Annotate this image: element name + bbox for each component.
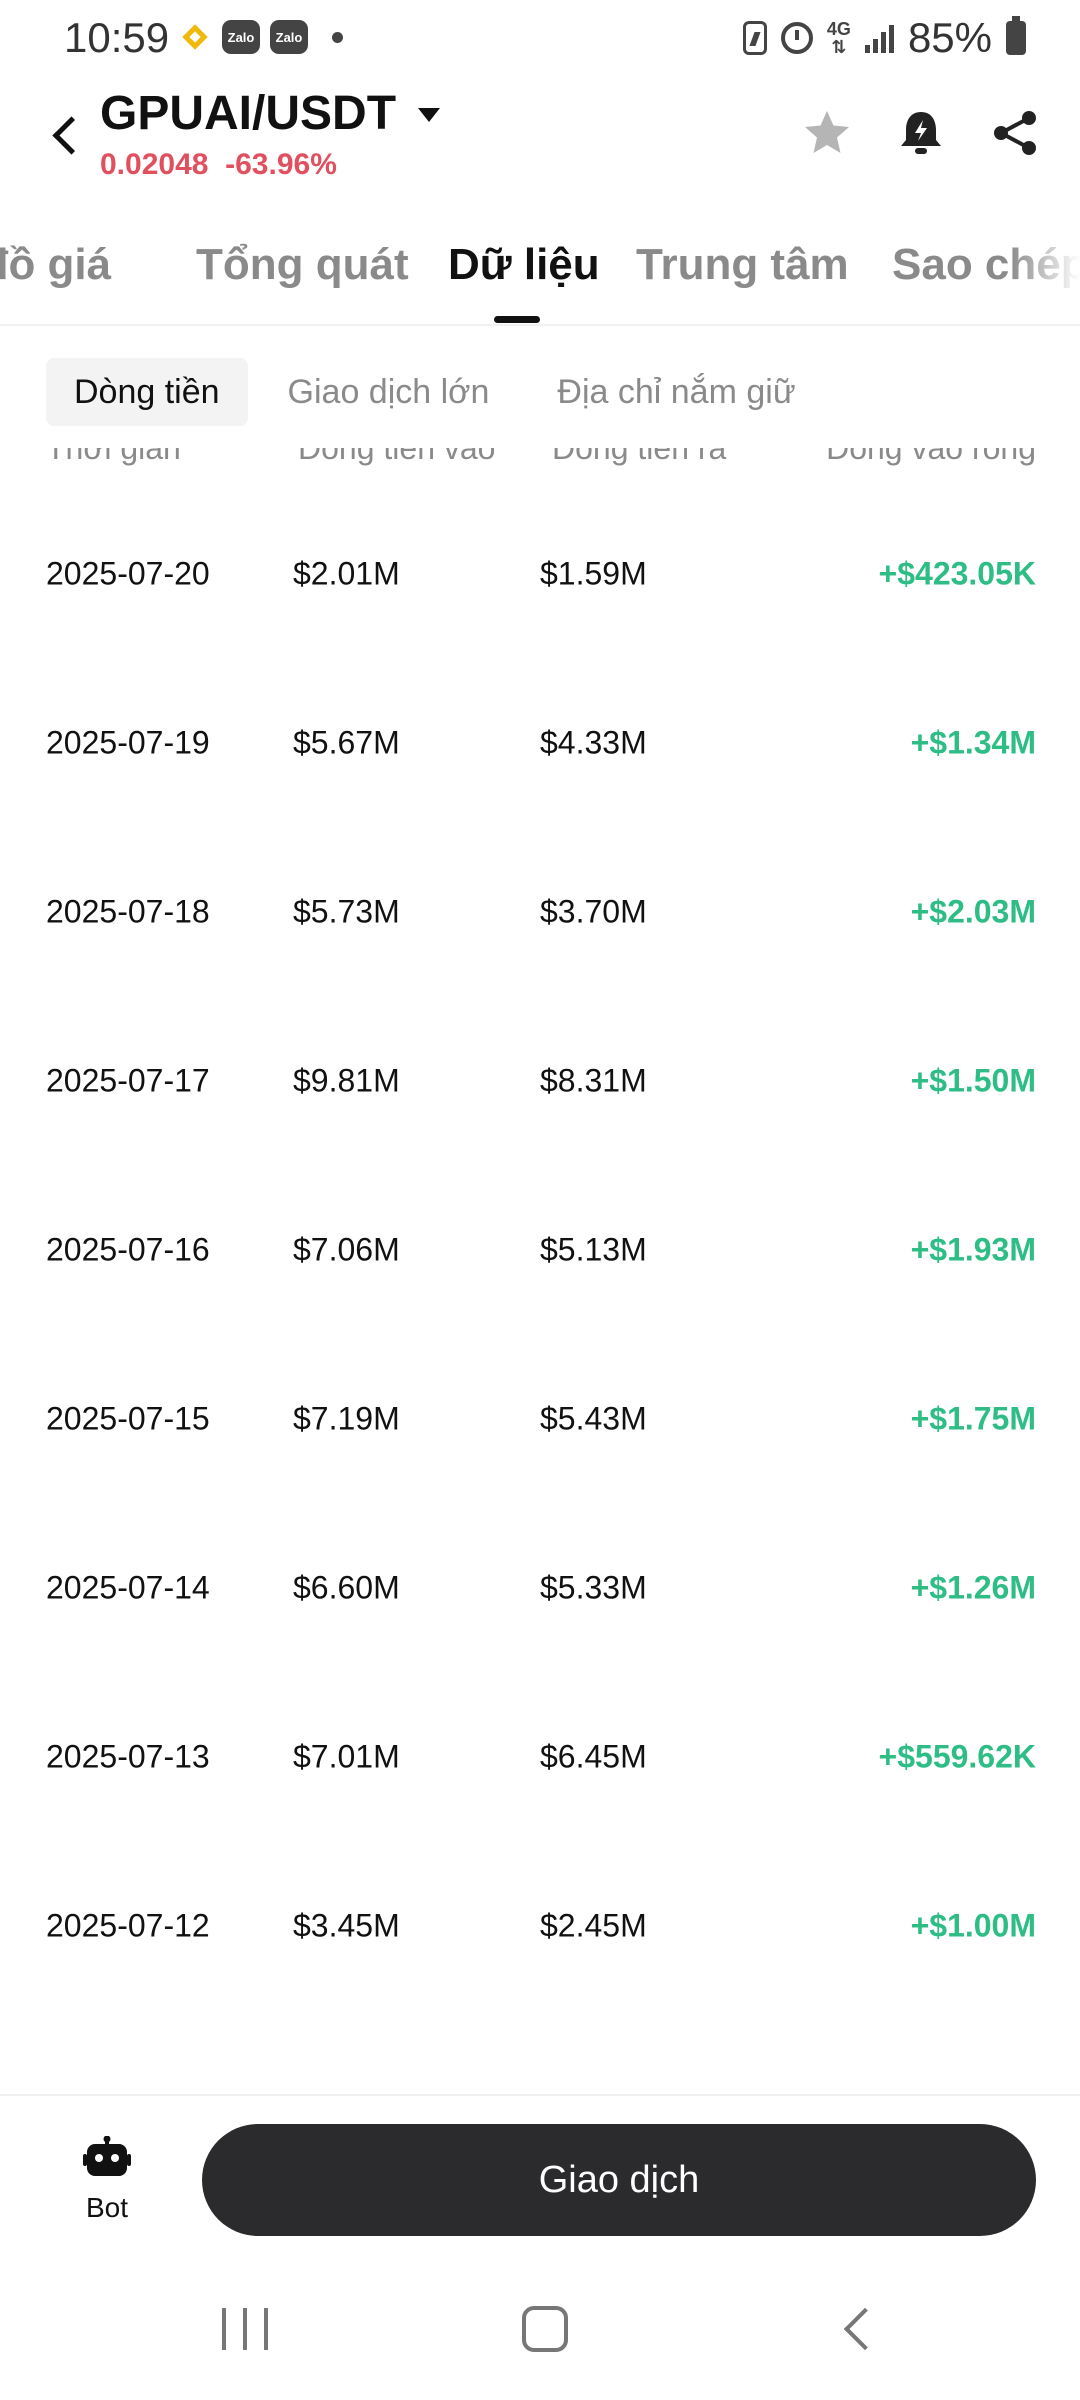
binance-icon — [178, 20, 212, 54]
status-time: 10:59 — [64, 14, 170, 61]
row-net-inflow: +$1.75M — [910, 1400, 1036, 1437]
notification-icons: Zalo Zalo — [178, 20, 343, 54]
table-row: 2025-07-20 $2.01M $1.59M +$423.05K — [0, 488, 1080, 657]
row-inflow: $9.81M — [293, 1062, 400, 1099]
tabs-fade — [1010, 230, 1080, 324]
col-inflow: Dòng tiền vào — [298, 448, 496, 466]
subtab-holder-addresses[interactable]: Địa chỉ nắm giữ — [557, 373, 796, 411]
sub-tabs: Dòng tiền Giao dịch lớn Địa chỉ nắm giữ — [46, 358, 836, 426]
zalo-icon: Zalo — [222, 20, 260, 54]
row-outflow: $5.43M — [540, 1400, 647, 1437]
active-tab-indicator — [494, 316, 540, 323]
pair-title[interactable]: GPUAI/USDT — [100, 87, 397, 140]
row-date: 2025-07-13 — [46, 1738, 210, 1775]
table-row: 2025-07-15 $7.19M $5.43M +$1.75M — [0, 1333, 1080, 1502]
home-icon[interactable] — [522, 2306, 568, 2352]
row-date: 2025-07-16 — [46, 1231, 210, 1268]
row-outflow: $8.31M — [540, 1062, 647, 1099]
row-net-inflow: +$559.62K — [878, 1738, 1036, 1775]
battery-icon — [1006, 16, 1026, 55]
row-net-inflow: +$1.93M — [910, 1231, 1036, 1268]
subtab-money-flow[interactable]: Dòng tiền — [46, 358, 248, 426]
table-row: 2025-07-12 $3.45M $2.45M +$1.00M — [0, 1840, 1080, 2009]
row-date: 2025-07-15 — [46, 1400, 210, 1437]
pair-price-change: 0.02048 -63.96% — [100, 148, 337, 182]
pair-header: GPUAI/USDT 0.02048 -63.96% — [0, 80, 1080, 190]
zalo-icon: Zalo — [270, 20, 308, 54]
table-row: 2025-07-13 $7.01M $6.45M +$559.62K — [0, 1671, 1080, 1840]
table-header: Thời gian Dòng tiền vào Dòng tiền ra Dòn… — [0, 448, 1080, 488]
status-right: 4G ⇅ 85% — [742, 14, 1026, 62]
row-inflow: $5.67M — [293, 724, 400, 761]
subtab-large-trades[interactable]: Giao dịch lớn — [287, 373, 490, 411]
system-back-icon[interactable] — [838, 2308, 878, 2348]
row-inflow: $7.06M — [293, 1231, 400, 1268]
row-date: 2025-07-18 — [46, 893, 210, 930]
data-arrows-icon: ⇅ — [831, 37, 847, 57]
row-net-inflow: +$1.00M — [910, 1907, 1036, 1944]
row-inflow: $5.73M — [293, 893, 400, 930]
row-date: 2025-07-20 — [46, 555, 210, 592]
row-inflow: $7.01M — [293, 1738, 400, 1775]
row-inflow: $3.45M — [293, 1907, 400, 1944]
money-flow-table: 2025-07-20 $2.01M $1.59M +$423.05K 2025-… — [0, 488, 1080, 2009]
main-tabs: Biểu đồ giá Tổng quát Dữ liệu Trung tâm … — [0, 230, 1080, 326]
share-icon[interactable] — [990, 108, 1040, 158]
col-outflow: Dòng tiền ra — [552, 448, 727, 466]
status-bar: 10:59 Zalo Zalo 4G ⇅ 85% — [0, 0, 1080, 80]
network-type: 4G ⇅ — [827, 20, 851, 56]
row-date: 2025-07-14 — [46, 1569, 210, 1606]
row-net-inflow: +$1.50M — [910, 1062, 1036, 1099]
row-inflow: $6.60M — [293, 1569, 400, 1606]
row-date: 2025-07-12 — [46, 1907, 210, 1944]
col-net-inflow: Dòng vào ròng — [826, 448, 1036, 466]
row-outflow: $6.45M — [540, 1738, 647, 1775]
bot-label: Bot — [85, 2192, 129, 2223]
table-row: 2025-07-16 $7.06M $5.13M +$1.93M — [0, 1164, 1080, 1333]
battery-percent: 85% — [907, 14, 992, 61]
row-net-inflow: +$423.05K — [878, 555, 1036, 592]
star-icon[interactable] — [802, 108, 852, 158]
tab-data[interactable]: Dữ liệu — [448, 240, 600, 289]
header-actions — [802, 108, 1040, 158]
col-time: Thời gian — [46, 448, 181, 466]
row-net-inflow: +$2.03M — [910, 893, 1036, 930]
table-row: 2025-07-19 $5.67M $4.33M +$1.34M — [0, 657, 1080, 826]
row-inflow: $2.01M — [293, 555, 400, 592]
row-date: 2025-07-19 — [46, 724, 210, 761]
signal-icon — [864, 23, 894, 53]
bottom-divider — [0, 2094, 1080, 2096]
pair-change: -63.96% — [225, 148, 337, 181]
more-notifications-dot-icon — [332, 31, 343, 43]
tab-overview[interactable]: Tổng quát — [196, 240, 409, 289]
robot-icon — [83, 2135, 131, 2178]
row-net-inflow: +$1.26M — [910, 1569, 1036, 1606]
table-row: 2025-07-18 $5.73M $3.70M +$2.03M — [0, 826, 1080, 995]
tab-center[interactable]: Trung tâm — [636, 240, 849, 289]
back-icon[interactable] — [48, 116, 84, 152]
row-inflow: $7.19M — [293, 1400, 400, 1437]
bell-alert-icon[interactable] — [896, 108, 946, 158]
trade-button[interactable]: Giao dịch — [202, 2124, 1036, 2236]
caret-down-icon[interactable] — [418, 108, 440, 122]
table-row: 2025-07-14 $6.60M $5.33M +$1.26M — [0, 1502, 1080, 1671]
row-outflow: $3.70M — [540, 893, 647, 930]
recents-icon[interactable] — [222, 2308, 268, 2350]
bot-button[interactable]: Bot — [60, 2130, 154, 2240]
row-net-inflow: +$1.34M — [910, 724, 1036, 761]
tab-price-chart[interactable]: Biểu đồ giá — [0, 240, 112, 289]
table-row: 2025-07-17 $9.81M $8.31M +$1.50M — [0, 995, 1080, 1164]
row-outflow: $5.33M — [540, 1569, 647, 1606]
row-outflow: $5.13M — [540, 1231, 647, 1268]
network-label: 4G — [826, 19, 851, 39]
row-date: 2025-07-17 — [46, 1062, 210, 1099]
row-outflow: $4.33M — [540, 724, 647, 761]
alarm-icon — [780, 22, 813, 54]
row-outflow: $1.59M — [540, 555, 647, 592]
row-outflow: $2.45M — [540, 1907, 647, 1944]
system-nav-bar — [0, 2280, 1080, 2380]
battery-saver-icon — [742, 21, 767, 55]
pair-price: 0.02048 — [100, 148, 209, 181]
